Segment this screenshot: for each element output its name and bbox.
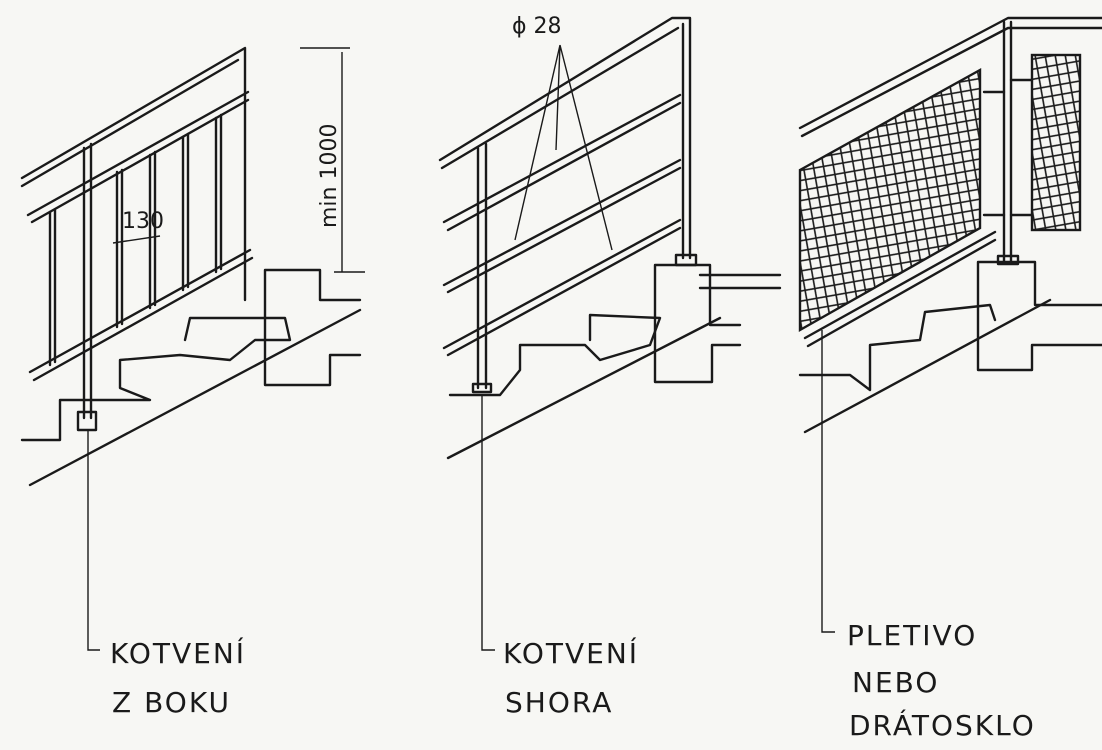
mesh-panel-sloped <box>798 67 982 333</box>
infill-label-3: DRÁTOSKLO <box>849 708 1036 742</box>
bottom-rail <box>28 248 252 374</box>
height-dimension: min 1000 <box>317 124 342 228</box>
top-anchor-leader <box>481 395 495 651</box>
landing-beam <box>976 260 1102 372</box>
detail-mesh-infill: PLETIVO NEBO DRÁTOSKLO <box>798 16 1102 742</box>
handrail <box>20 46 247 302</box>
top-anchor-plate <box>471 382 493 394</box>
handrail <box>438 16 692 260</box>
rail-3 <box>442 218 682 357</box>
infill-leader <box>821 330 835 633</box>
side-anchor-leader <box>87 430 100 651</box>
detail-side-anchoring: 130 min 1000 KOTVENÍ Z BOKU <box>20 46 365 719</box>
landing-beam <box>653 263 742 384</box>
balusters <box>48 113 223 367</box>
rail-1 <box>442 93 682 232</box>
spacing-dimension-line <box>112 235 161 244</box>
stair-steps <box>448 313 662 397</box>
top-anchor-label-1: KOTVENÍ <box>503 636 639 670</box>
landing-beam <box>263 268 362 387</box>
height-dimension-line <box>300 47 365 273</box>
stair-soffit <box>28 308 362 487</box>
top-rail <box>26 90 250 217</box>
main-post <box>82 142 93 420</box>
stair-soffit <box>803 298 1052 434</box>
panel-brackets <box>982 78 1034 217</box>
rail-2 <box>442 158 682 294</box>
side-anchor-label-2: Z BOKU <box>112 686 231 719</box>
stair-soffit <box>446 316 722 460</box>
side-anchor-plate <box>76 410 98 432</box>
stair-steps <box>798 303 997 392</box>
mesh-panel-flat <box>1030 53 1082 232</box>
handrail <box>798 16 1102 130</box>
infill-label-2: NEBO <box>852 666 939 699</box>
spacing-dimension: 130 <box>122 209 164 234</box>
post <box>1002 20 1013 264</box>
side-anchor-label-1: KOTVENÍ <box>110 636 246 670</box>
stair-steps <box>20 316 292 442</box>
diameter-dimension: ϕ 28 <box>512 14 562 39</box>
detail-top-anchoring: ϕ 28 KOTVENÍ SHORA <box>438 14 782 719</box>
post <box>476 142 488 390</box>
diameter-leaders <box>514 44 613 251</box>
infill-label-1: PLETIVO <box>847 619 977 652</box>
bottom-rail <box>803 230 997 348</box>
top-anchor-label-2: SHORA <box>505 686 613 719</box>
